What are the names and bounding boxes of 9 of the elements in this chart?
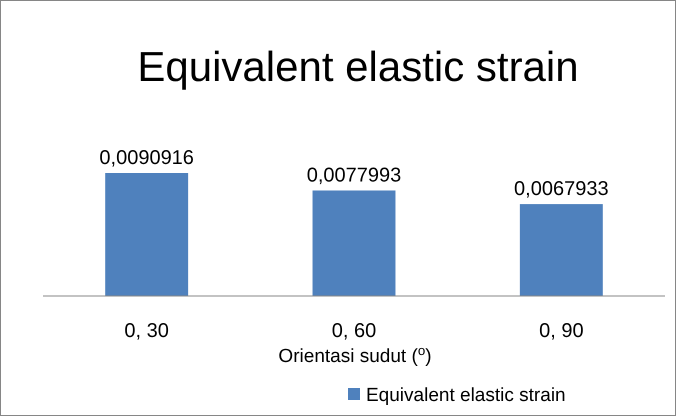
data-label: 0,0067933	[514, 178, 609, 200]
x-tick-label: 0, 30	[124, 320, 169, 342]
legend-label: Equivalent elastic strain	[366, 385, 566, 406]
data-label: 0,0090916	[99, 147, 194, 169]
chart-title: Equivalent elastic strain	[137, 43, 579, 90]
data-label: 0,0077993	[306, 164, 402, 186]
x-axis-title: Orientasi sudut ($^{o}$)	[278, 342, 432, 367]
x-tick-label: 0, 60	[332, 320, 376, 342]
x-tick-label: 0, 90	[539, 320, 584, 342]
